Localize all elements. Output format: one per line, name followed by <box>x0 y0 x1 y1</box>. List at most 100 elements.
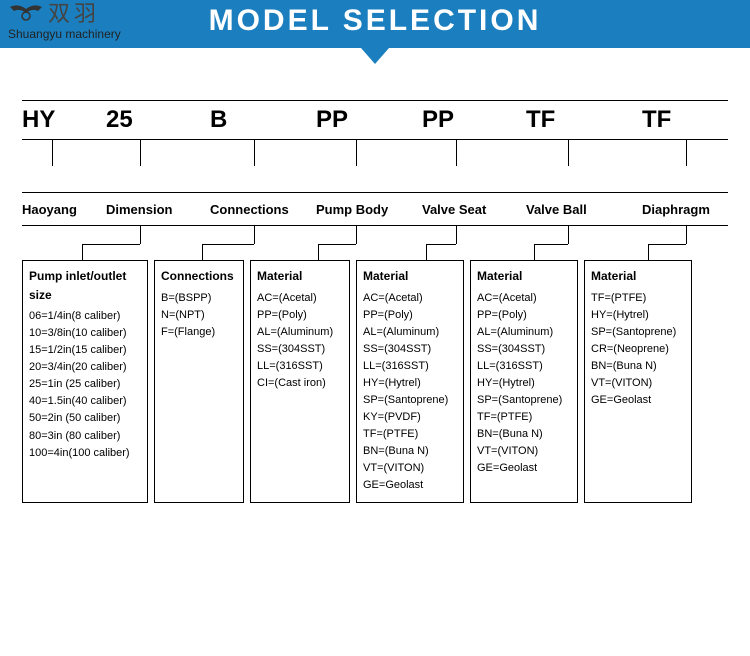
box-item: AL=(Aluminum) <box>477 324 571 341</box>
box-item: BN=(Buna N) <box>363 443 457 460</box>
box-item: 40=1.5in(40 caliber) <box>29 393 141 410</box>
box-list: AC=(Acetal)PP=(Poly)AL=(Aluminum)SS=(304… <box>477 290 571 478</box>
box-item: 10=3/8in(10 caliber) <box>29 325 141 342</box>
label-cell-0: Haoyang <box>22 202 106 217</box>
box-item: AL=(Aluminum) <box>257 324 343 341</box>
box-item: 100=4in(100 caliber) <box>29 445 141 462</box>
box-item: 06=1/4in(8 caliber) <box>29 308 141 325</box>
connector-line <box>202 244 203 260</box>
box-item: BN=(Buna N) <box>591 358 685 375</box>
box-title: Material <box>477 267 571 286</box>
box-title: Material <box>591 267 685 286</box>
box-item: F=(Flange) <box>161 324 237 341</box>
code-cell-5: TF <box>526 106 642 134</box>
connector-line <box>568 226 569 244</box>
box-item: GE=Geolast <box>363 477 457 494</box>
label-cell-5: Valve Ball <box>526 202 642 217</box>
box-item: 15=1/2in(15 caliber) <box>29 342 141 359</box>
detail-box-2: Material AC=(Acetal)PP=(Poly)AL=(Aluminum… <box>250 260 350 503</box>
box-item: SP=(Santoprene) <box>591 324 685 341</box>
model-code-row: HY25BPPPPTFTF <box>22 100 728 140</box>
connector-line <box>82 244 140 245</box>
box-item: B=(BSPP) <box>161 290 237 307</box>
detail-box-1: Connections B=(BSPP)N=(NPT)F=(Flange) <box>154 260 244 503</box>
label-cell-4: Valve Seat <box>422 202 526 217</box>
connector-line <box>140 226 141 244</box>
box-item: GE=Geolast <box>591 392 685 409</box>
box-item: LL=(316SST) <box>363 358 457 375</box>
box-item: BN=(Buna N) <box>477 426 571 443</box>
detail-boxes-row: Pump inlet/outlet size 06=1/4in(8 caliber… <box>22 260 728 503</box>
connector-line <box>648 244 649 260</box>
connector-line <box>254 226 255 244</box>
box-title: Pump inlet/outlet size <box>29 267 141 304</box>
box-item: SS=(304SST) <box>363 341 457 358</box>
connector-line <box>318 244 319 260</box>
box-item: SS=(304SST) <box>257 341 343 358</box>
connector-line <box>202 244 254 245</box>
label-cell-1: Dimension <box>106 202 210 217</box>
box-item: LL=(316SST) <box>477 358 571 375</box>
box-item: GE=Geolast <box>477 460 571 477</box>
connector-line <box>568 140 569 166</box>
box-item: TF=(PTFE) <box>477 409 571 426</box>
code-cell-3: PP <box>316 106 422 134</box>
connector-line <box>686 226 687 244</box>
content-area: HY25BPPPPTFTF HaoyangDimensionConnection… <box>0 100 750 503</box>
box-item: HY=(Hytrel) <box>477 375 571 392</box>
box-item: VT=(VITON) <box>591 375 685 392</box>
model-label-row: HaoyangDimensionConnectionsPump BodyValv… <box>22 192 728 226</box>
connector-line <box>648 244 686 245</box>
box-item: LL=(316SST) <box>257 358 343 375</box>
box-item: N=(NPT) <box>161 307 237 324</box>
connector-line <box>82 244 83 260</box>
connector-line <box>52 140 53 166</box>
box-item: 20=3/4in(20 caliber) <box>29 359 141 376</box>
code-cell-0: HY <box>22 106 106 134</box>
box-item: HY=(Hytrel) <box>591 307 685 324</box>
header-band: 双羽 Shuangyu machinery MODEL SELECTION <box>0 0 750 48</box>
connector-line <box>254 140 255 166</box>
box-item: AC=(Acetal) <box>257 290 343 307</box>
box-item: 25=1in (25 caliber) <box>29 376 141 393</box>
box-list: TF=(PTFE)HY=(Hytrel)SP=(Santoprene)CR=(N… <box>591 290 685 409</box>
box-title: Connections <box>161 267 237 286</box>
box-item: KY=(PVDF) <box>363 409 457 426</box>
box-item: HY=(Hytrel) <box>363 375 457 392</box>
code-cell-6: TF <box>642 106 728 134</box>
box-item: TF=(PTFE) <box>591 290 685 307</box>
connector-line <box>356 226 357 244</box>
detail-box-4: Material AC=(Acetal)PP=(Poly)AL=(Aluminum… <box>470 260 578 503</box>
box-item: CR=(Neoprene) <box>591 341 685 358</box>
connector-line <box>426 244 456 245</box>
code-cell-2: B <box>210 106 316 134</box>
code-cell-1: 25 <box>106 106 210 134</box>
box-item: PP=(Poly) <box>363 307 457 324</box>
connector-line <box>356 140 357 166</box>
pointer-down-icon <box>361 48 389 64</box>
label-cell-6: Diaphragm <box>642 202 728 217</box>
lower-connectors <box>22 226 728 260</box>
code-cell-4: PP <box>422 106 526 134</box>
box-list: 06=1/4in(8 caliber)10=3/8in(10 caliber)1… <box>29 308 141 461</box>
box-item: VT=(VITON) <box>363 460 457 477</box>
box-item: 80=3in (80 caliber) <box>29 428 141 445</box>
connector-line <box>534 244 568 245</box>
connector-line <box>686 140 687 166</box>
box-title: Material <box>363 267 457 286</box>
page-title: MODEL SELECTION <box>0 4 750 38</box>
detail-box-0: Pump inlet/outlet size 06=1/4in(8 caliber… <box>22 260 148 503</box>
connector-line <box>426 244 427 260</box>
box-item: AC=(Acetal) <box>477 290 571 307</box>
box-item: 50=2in (50 caliber) <box>29 410 141 427</box>
box-item: CI=(Cast iron) <box>257 375 343 392</box>
box-item: AL=(Aluminum) <box>363 324 457 341</box>
box-list: AC=(Acetal)PP=(Poly)AL=(Aluminum)SS=(304… <box>363 290 457 495</box>
box-item: PP=(Poly) <box>257 307 343 324</box>
box-item: AC=(Acetal) <box>363 290 457 307</box>
connector-line <box>318 244 356 245</box>
connector-line <box>534 244 535 260</box>
box-item: SS=(304SST) <box>477 341 571 358</box>
box-title: Material <box>257 267 343 286</box>
box-item: SP=(Santoprene) <box>363 392 457 409</box>
